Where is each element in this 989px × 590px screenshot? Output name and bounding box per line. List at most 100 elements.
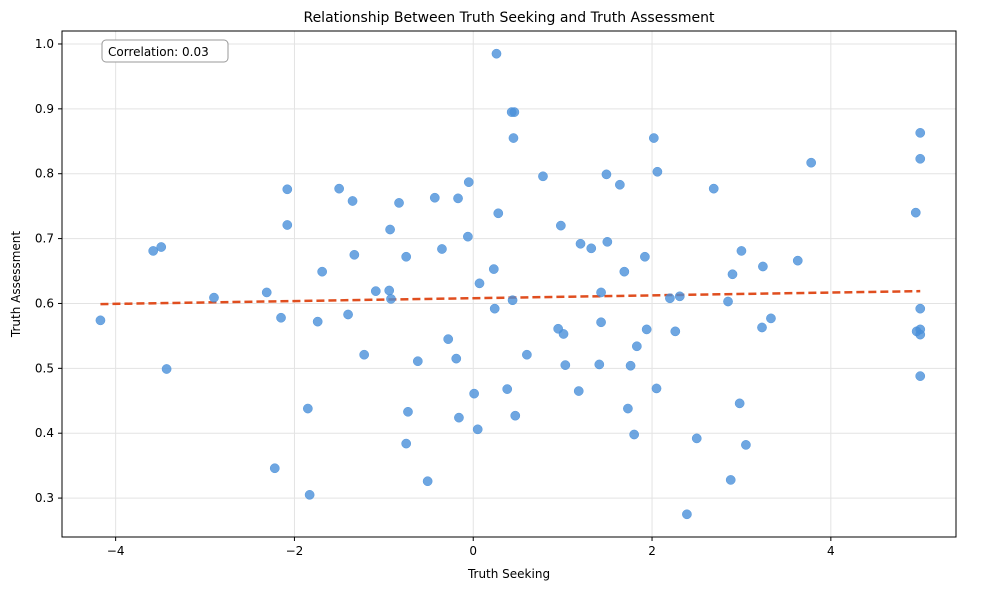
- y-tick-label: 0.3: [35, 491, 54, 505]
- data-point: [602, 236, 613, 247]
- data-point: [161, 364, 172, 374]
- data-point: [148, 246, 159, 256]
- data-point: [596, 317, 606, 328]
- data-point: [403, 406, 413, 417]
- data-point: [156, 242, 167, 252]
- data-point: [472, 424, 483, 435]
- data-point: [385, 224, 395, 235]
- data-point: [347, 196, 358, 206]
- data-point: [766, 313, 776, 324]
- y-tick-label: 0.4: [35, 426, 54, 440]
- data-point: [508, 133, 519, 143]
- data-point: [401, 251, 412, 262]
- data-point: [757, 322, 767, 333]
- data-point: [641, 324, 652, 335]
- data-point: [509, 107, 520, 117]
- data-point: [422, 476, 433, 487]
- data-point: [601, 169, 612, 180]
- data-point: [317, 266, 328, 277]
- data-point: [682, 509, 692, 520]
- data-point: [502, 384, 513, 394]
- data-point: [269, 463, 280, 474]
- data-point: [623, 403, 633, 414]
- data-point: [806, 157, 817, 168]
- data-point: [558, 329, 569, 339]
- data-point: [725, 475, 736, 485]
- data-point: [727, 269, 738, 280]
- data-point: [95, 315, 106, 326]
- data-point: [334, 183, 344, 194]
- y-tick-label: 0.7: [35, 232, 54, 246]
- data-point: [384, 285, 395, 296]
- data-point: [510, 410, 521, 421]
- data-point: [736, 246, 747, 256]
- data-point: [488, 264, 499, 274]
- data-point: [451, 353, 462, 364]
- data-point: [489, 303, 500, 314]
- data-point: [349, 249, 360, 260]
- data-point: [359, 349, 370, 360]
- data-point: [556, 220, 566, 231]
- data-point: [401, 438, 412, 449]
- x-tick-label: −4: [107, 544, 125, 558]
- data-point: [648, 133, 659, 143]
- data-point: [276, 312, 286, 323]
- data-point: [443, 334, 454, 344]
- y-axis-label: Truth Assessment: [9, 231, 23, 339]
- y-tick-label: 0.6: [35, 296, 54, 310]
- data-point: [312, 316, 323, 327]
- y-tick-label: 0.8: [35, 167, 54, 181]
- data-point: [507, 295, 518, 306]
- x-tick-label: 2: [648, 544, 656, 558]
- data-point: [303, 403, 313, 414]
- data-point: [282, 184, 293, 195]
- data-point: [522, 349, 532, 360]
- data-point: [625, 360, 636, 371]
- x-tick-label: −2: [286, 544, 304, 558]
- data-point: [915, 329, 926, 340]
- data-point: [209, 292, 219, 303]
- data-point: [758, 261, 768, 272]
- data-point: [631, 341, 642, 352]
- data-point: [454, 412, 464, 423]
- data-point: [469, 388, 479, 399]
- data-point: [474, 278, 485, 289]
- x-tick-label: 0: [469, 544, 477, 558]
- data-point: [665, 293, 675, 304]
- data-point: [691, 433, 702, 444]
- data-point: [708, 183, 719, 194]
- data-point: [792, 255, 803, 266]
- plot-frame: [61, 30, 957, 538]
- data-points: [95, 48, 926, 520]
- data-point: [453, 193, 463, 204]
- data-point: [910, 207, 921, 218]
- data-point: [629, 429, 640, 440]
- chart-title: Relationship Between Truth Seeking and T…: [303, 10, 715, 26]
- data-point: [674, 291, 685, 302]
- data-point: [723, 296, 733, 307]
- data-point: [538, 171, 548, 182]
- data-point: [429, 192, 440, 203]
- data-point: [491, 48, 502, 59]
- y-tick-label: 0.5: [35, 361, 54, 375]
- data-point: [915, 127, 926, 138]
- data-point: [619, 266, 630, 277]
- data-point: [370, 286, 381, 296]
- data-point: [304, 489, 315, 500]
- data-point: [596, 287, 606, 298]
- data-point: [615, 179, 625, 190]
- data-point: [437, 244, 447, 254]
- data-point: [261, 287, 272, 298]
- x-tick-label: 4: [827, 544, 835, 558]
- data-point: [394, 198, 404, 208]
- data-point: [594, 359, 605, 370]
- data-point: [575, 238, 586, 249]
- correlation-annotation: Correlation: 0.03: [101, 39, 229, 63]
- annotation-text: Correlation: 0.03: [108, 45, 209, 59]
- data-point: [343, 309, 353, 320]
- x-axis-label: Truth Seeking: [467, 567, 550, 581]
- data-point: [915, 371, 926, 381]
- data-point: [463, 177, 474, 188]
